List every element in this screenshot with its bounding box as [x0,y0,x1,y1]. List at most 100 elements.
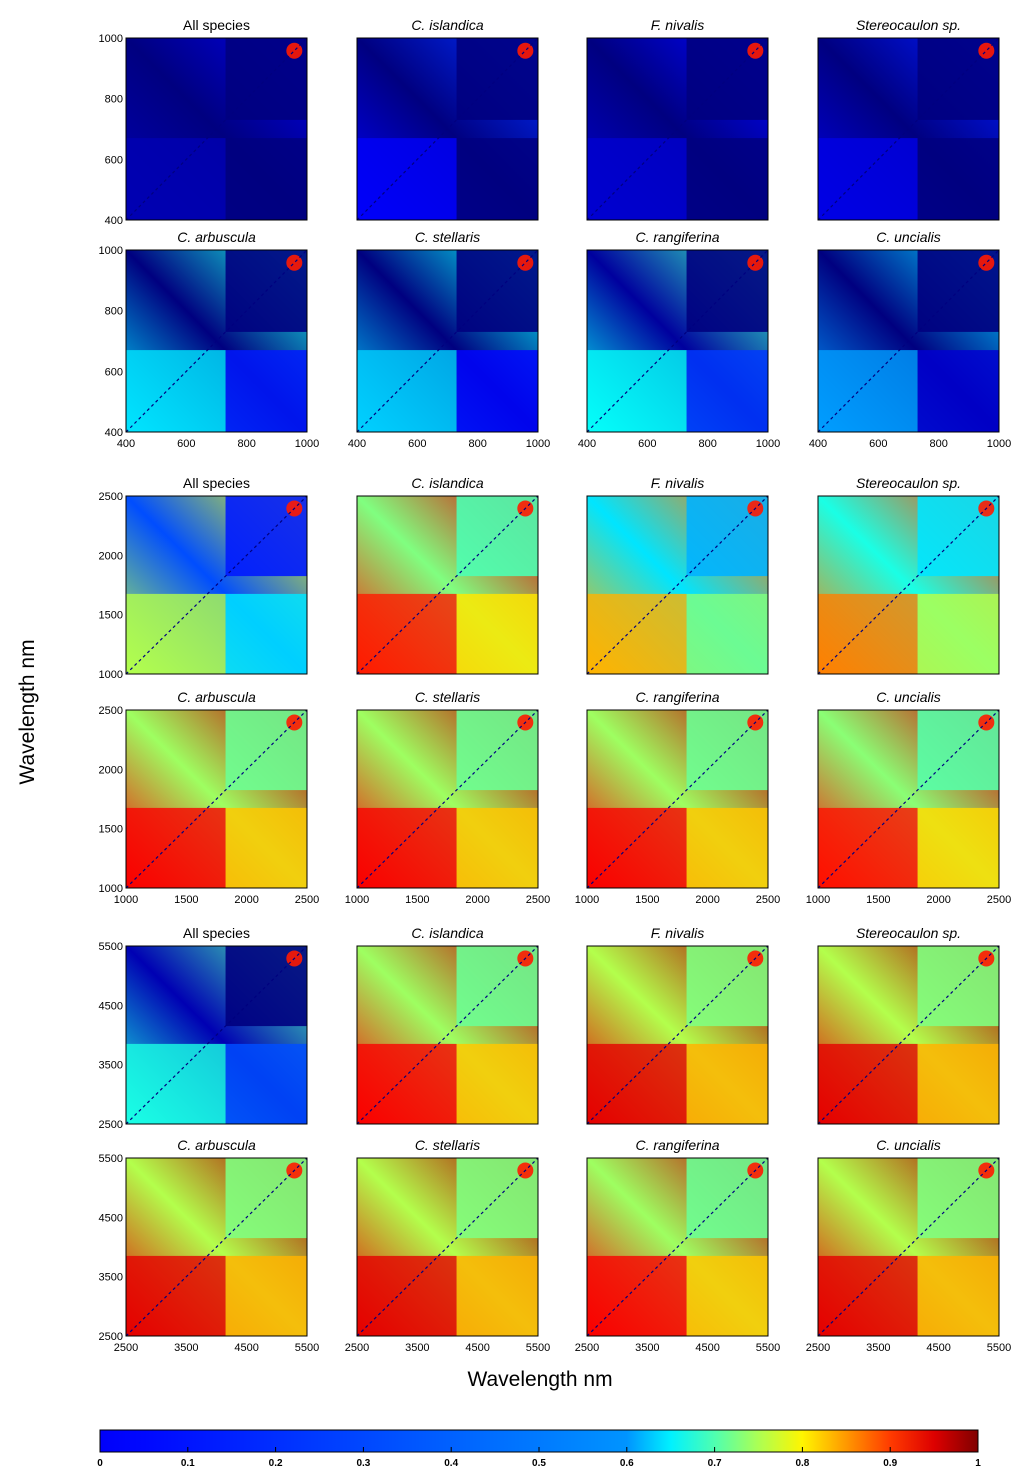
x-tick-label: 800 [929,438,947,450]
diagonal-line [817,37,1000,221]
y-tick-label: 4500 [99,1212,123,1224]
panel-title: C. islandica [411,17,484,33]
y-tick-label: 600 [105,366,123,378]
diagonal-line [356,1157,539,1337]
x-tick-label: 1500 [635,894,659,906]
panel-frame [356,495,539,675]
heatmap-block [686,138,768,220]
panel-title: F. nivalis [651,475,704,491]
heatmap-block [686,350,768,432]
x-tick-label: 5500 [987,1342,1011,1354]
panel-frame [125,37,308,221]
heatmap-hotspot [517,254,534,271]
x-tick-label: 2000 [695,894,719,906]
panel-1-0: All species 1000 1500 2000 2500 [99,475,308,681]
heatmap-block [357,1043,457,1124]
heatmap-block [357,138,457,220]
colorbar-tick-label: 0.6 [620,1458,634,1469]
colorbar-tick-label: 0.9 [883,1458,897,1469]
panel-frame [817,249,1000,433]
y-tick-label: 4500 [99,1000,123,1012]
heatmap-block [587,807,687,888]
y-tick-label: 1000 [99,33,123,45]
diagonal-line [125,709,308,889]
diagonal-line [125,1157,308,1337]
panel-frame [586,495,769,675]
panel-1-2: F. nivalis [586,475,769,675]
heatmap-block [456,1043,538,1124]
heatmap-block [917,350,999,432]
panel-title: All species [183,475,250,491]
diagonal-line [356,249,539,433]
x-tick-label: 2500 [295,894,319,906]
heatmap-block [917,807,999,888]
y-tick-label: 2500 [99,491,123,503]
x-tick-label: 400 [348,438,366,450]
x-tick-label: 1500 [866,894,890,906]
heatmap-block [917,138,999,220]
panel-frame [125,249,308,433]
x-tick-label: 800 [237,438,255,450]
x-tick-label: 800 [698,438,716,450]
panel-2-2: F. nivalis [586,925,769,1125]
diagonal-line [356,495,539,675]
heatmap-block [917,1255,999,1336]
heatmap-block [818,350,918,432]
x-tick-label: 2500 [756,894,780,906]
colorbar-tick-label: 0.1 [181,1458,195,1469]
heatmap-block [126,1255,226,1336]
heatmap-block [126,1043,226,1124]
heatmap-block [686,807,768,888]
heatmap-block [456,1255,538,1336]
panel-title: F. nivalis [651,925,704,941]
y-tick-label: 5500 [99,1153,123,1165]
heatmap-block [357,593,457,674]
panel-frame [356,37,539,221]
panel-title: All species [183,17,250,33]
x-tick-label: 1500 [174,894,198,906]
y-tick-label: 1000 [99,245,123,257]
x-tick-label: 3500 [866,1342,890,1354]
heatmap-block [818,1043,918,1124]
colorbar-tick-label: 0.4 [444,1458,458,1469]
panel-0-2: F. nivalis [586,17,769,221]
panel-frame [356,249,539,433]
panel-title: All species [183,925,250,941]
panel-frame [356,709,539,889]
x-tick-label: 2000 [234,894,258,906]
y-tick-label: 3500 [99,1272,123,1284]
panel-1-3: Stereocaulon sp. [817,475,1000,675]
heatmap-block [126,138,226,220]
panel-0-6: C. rangiferina 400 600 800 1000 [578,229,780,450]
heatmap-block [818,593,918,674]
panel-frame [817,1157,1000,1337]
panel-2-3: Stereocaulon sp. [817,925,1000,1125]
heatmap-block [818,807,918,888]
y-tick-label: 1500 [99,610,123,622]
panel-title: Stereocaulon sp. [856,17,961,33]
heatmap-block [456,807,538,888]
diagonal-line [586,495,769,675]
panel-2-5: C. stellaris 2500 3500 4500 5500 [345,1137,550,1354]
diagonal-line [125,37,308,221]
heatmap-block [456,138,538,220]
panel-title: C. rangiferina [635,689,719,705]
heatmap-block [357,350,457,432]
heatmap-block [225,593,307,674]
x-tick-label: 1000 [756,438,780,450]
y-tick-label: 600 [105,154,123,166]
panel-frame [817,495,1000,675]
heatmap-block [587,593,687,674]
y-tick-label: 800 [105,306,123,318]
panel-1-4: C. arbuscula 1000 1500 2000 2500 1000 1500 2000… [99,689,320,906]
heatmap-block [587,1255,687,1336]
x-tick-label: 4500 [926,1342,950,1354]
colorbar-tick-label: 0 [97,1458,103,1469]
x-tick-label: 2500 [114,1342,138,1354]
panel-frame [125,709,308,889]
x-tick-label: 2500 [987,894,1011,906]
heatmap-hotspot [978,42,995,59]
x-tick-label: 1000 [806,894,830,906]
heatmap-block [587,138,687,220]
panel-title: Stereocaulon sp. [856,925,961,941]
